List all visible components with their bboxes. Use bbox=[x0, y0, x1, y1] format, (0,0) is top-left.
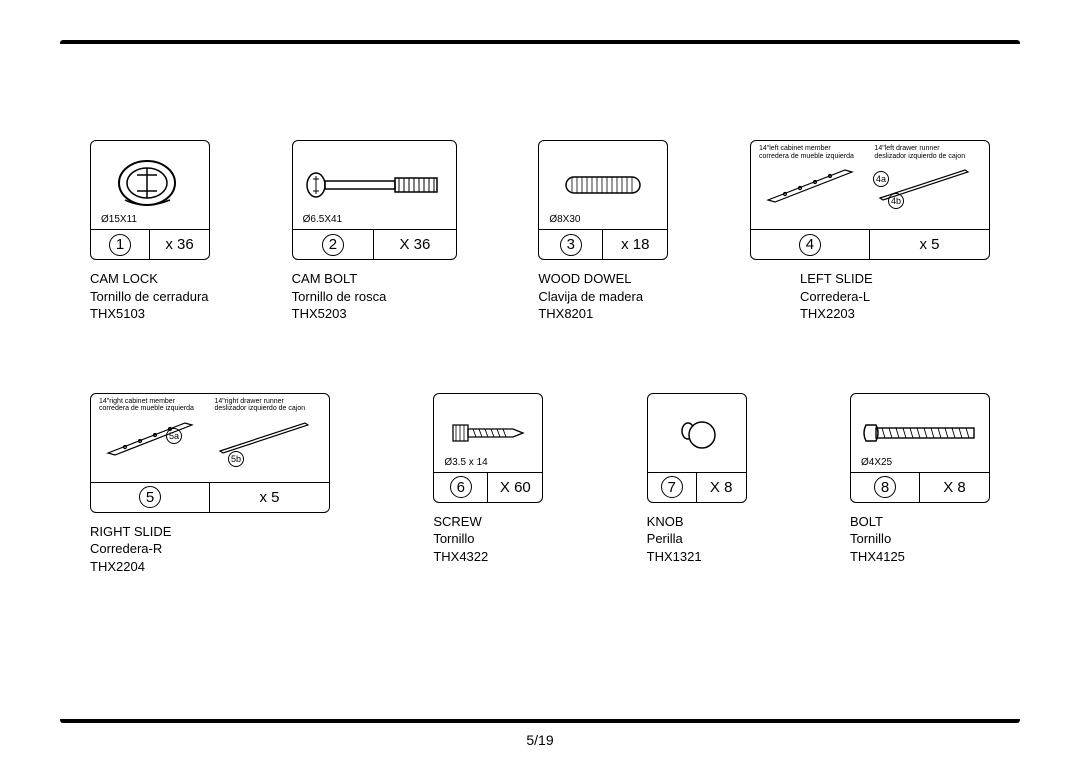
sub-id-a: 5a bbox=[166, 428, 182, 444]
part-bolt: Ø4X25 8 X 8 BOLT Tornillo THX4125 bbox=[850, 393, 990, 576]
part-code: THX5103 bbox=[90, 305, 210, 323]
part-number: 1 bbox=[109, 234, 131, 256]
part-qty: X 8 bbox=[697, 473, 746, 502]
part-number: 2 bbox=[322, 234, 344, 256]
slide-label-a-es: corredera de mueble izquierda bbox=[99, 405, 194, 412]
cam-bolt-icon bbox=[304, 165, 444, 205]
dimension-label: Ø15X11 bbox=[101, 214, 137, 225]
left-slide-icon bbox=[759, 162, 981, 210]
part-name-en: LEFT SLIDE bbox=[800, 270, 990, 288]
part-cam-lock: Ø15X11 1 x 36 CAM LOCK Tornillo de cerra… bbox=[90, 140, 210, 323]
part-name-es: Tornillo bbox=[850, 530, 990, 548]
slide-label-b-es: deslizador izquierdo de cajon bbox=[874, 153, 965, 160]
sub-id-b: 4b bbox=[888, 193, 904, 209]
part-name-en: RIGHT SLIDE bbox=[90, 523, 330, 541]
dimension-label: Ø3.5 x 14 bbox=[444, 457, 487, 468]
part-qty: X 8 bbox=[920, 473, 989, 502]
dimension-label: Ø6.5X41 bbox=[303, 214, 342, 225]
part-qty: x 5 bbox=[870, 230, 989, 259]
part-code: THX2203 bbox=[800, 305, 990, 323]
part-number: 8 bbox=[874, 476, 896, 498]
part-qty: x 18 bbox=[603, 230, 667, 259]
part-number: 6 bbox=[450, 476, 472, 498]
part-qty: X 36 bbox=[374, 230, 456, 259]
part-code: THX5203 bbox=[292, 305, 457, 323]
part-name-es: Corredera-L bbox=[800, 288, 990, 306]
part-name-es: Clavija de madera bbox=[538, 288, 668, 306]
part-knob: 7 X 8 KNOB Perilla THX1321 bbox=[647, 393, 747, 576]
part-wood-dowel: Ø8X30 3 x 18 WOOD DOWEL Clavija de mader… bbox=[538, 140, 668, 323]
part-name-es: Perilla bbox=[647, 530, 747, 548]
part-qty: x 36 bbox=[150, 230, 209, 259]
part-code: THX1321 bbox=[647, 548, 747, 566]
bolt-icon bbox=[860, 415, 980, 451]
part-code: THX4322 bbox=[433, 548, 543, 566]
part-code: THX4125 bbox=[850, 548, 990, 566]
sub-id-a: 4a bbox=[873, 171, 889, 187]
slide-label-b-en: 14"left drawer runner bbox=[874, 145, 939, 152]
right-slide-icon bbox=[99, 415, 321, 463]
slide-label-a-en: 14"right cabinet member bbox=[99, 398, 175, 405]
part-cam-bolt: Ø6.5X41 2 X 36 CAM BOLT Tornillo de rosc… bbox=[292, 140, 457, 323]
part-left-slide: 14"left cabinet member corredera de mueb… bbox=[750, 140, 990, 323]
slide-label-b-es: deslizador izquierdo de cajon bbox=[214, 405, 305, 412]
knob-icon bbox=[672, 413, 722, 453]
part-name-en: SCREW bbox=[433, 513, 543, 531]
part-name-es: Tornillo de cerradura bbox=[90, 288, 210, 306]
part-number: 5 bbox=[139, 486, 161, 508]
part-name-en: WOOD DOWEL bbox=[538, 270, 668, 288]
part-name-en: CAM LOCK bbox=[90, 270, 210, 288]
part-name-es: Corredera-R bbox=[90, 540, 330, 558]
cam-lock-icon bbox=[115, 155, 185, 215]
parts-grid: Ø15X11 1 x 36 CAM LOCK Tornillo de cerra… bbox=[90, 140, 990, 645]
part-code: THX8201 bbox=[538, 305, 668, 323]
part-number: 3 bbox=[560, 234, 582, 256]
parts-row-1: Ø15X11 1 x 36 CAM LOCK Tornillo de cerra… bbox=[90, 140, 990, 323]
part-name-es: Tornillo de rosca bbox=[292, 288, 457, 306]
slide-label-a-en: 14"left cabinet member bbox=[759, 145, 831, 152]
part-right-slide: 14"right cabinet member corredera de mue… bbox=[90, 393, 330, 576]
part-qty: x 5 bbox=[210, 483, 329, 512]
part-name-es: Tornillo bbox=[433, 530, 543, 548]
part-number: 4 bbox=[799, 234, 821, 256]
sub-id-b: 5b bbox=[228, 451, 244, 467]
part-name-en: BOLT bbox=[850, 513, 990, 531]
part-qty: X 60 bbox=[488, 473, 542, 502]
dimension-label: Ø4X25 bbox=[861, 457, 892, 468]
dimension-label: Ø8X30 bbox=[549, 214, 580, 225]
part-code: THX2204 bbox=[90, 558, 330, 576]
parts-row-2: 14"right cabinet member corredera de mue… bbox=[90, 393, 990, 576]
wood-dowel-icon bbox=[558, 165, 648, 205]
part-name-en: CAM BOLT bbox=[292, 270, 457, 288]
part-name-en: KNOB bbox=[647, 513, 747, 531]
screw-icon bbox=[448, 413, 528, 453]
page-number: 5/19 bbox=[514, 732, 565, 748]
slide-label-b-en: 14"right drawer runner bbox=[214, 398, 283, 405]
part-screw: Ø3.5 x 14 6 X 60 SCREW Tornillo THX4322 bbox=[433, 393, 543, 576]
part-number: 7 bbox=[661, 476, 683, 498]
slide-label-a-es: corredera de mueble izquierda bbox=[759, 153, 854, 160]
